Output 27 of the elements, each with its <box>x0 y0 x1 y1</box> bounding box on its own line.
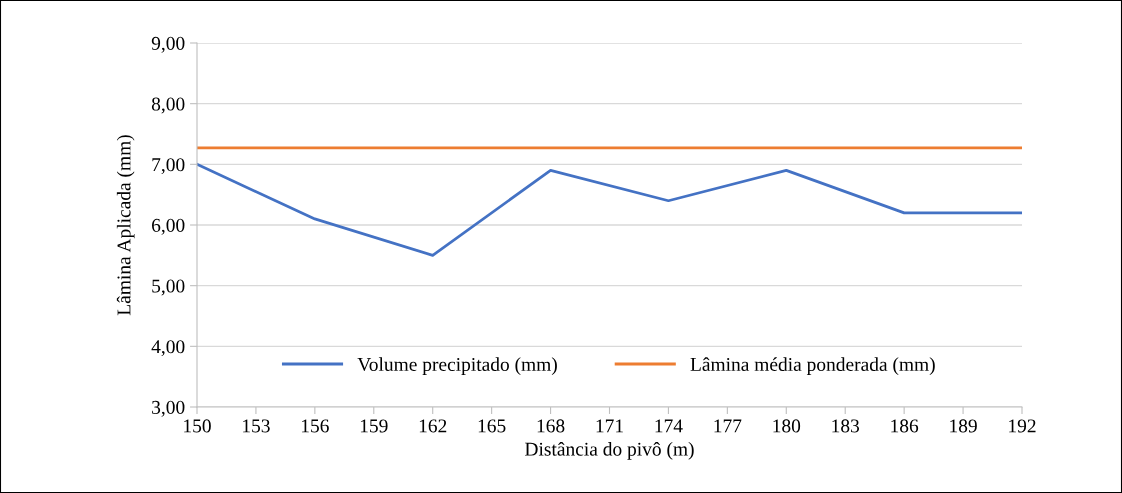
x-tick-label: 162 <box>419 419 447 433</box>
x-tick-label: 186 <box>891 419 919 433</box>
x-tick-label: 153 <box>243 419 270 433</box>
y-tick-label: 9,00 <box>151 36 185 53</box>
legend-label: Lâmina média ponderada (mm) <box>690 357 935 375</box>
x-tick-label: 150 <box>184 419 211 433</box>
x-tick-label: 177 <box>714 419 742 433</box>
x-tick-label: 171 <box>596 419 623 433</box>
y-axis-title: Lâmina Aplicada (mm) <box>116 135 135 316</box>
y-tick-label: 5,00 <box>152 279 185 296</box>
line-series <box>197 162 1022 257</box>
x-tick-label: 180 <box>773 419 801 433</box>
legend-label: Volume precipitado (mm) <box>357 357 557 375</box>
y-tick-label: 6,00 <box>152 218 185 235</box>
y-tick-label: 8,00 <box>151 97 185 114</box>
x-tick-label: 168 <box>537 419 565 433</box>
x-tick-label: 183 <box>832 419 860 433</box>
x-axis-title: Distância do pivô (m) <box>525 441 694 460</box>
x-tick-label: 189 <box>950 419 977 433</box>
y-tick-label: 4,00 <box>151 340 185 357</box>
x-tick-label: 159 <box>360 419 388 433</box>
x-tick-label: 165 <box>478 419 506 433</box>
x-tick-label: 156 <box>301 419 329 433</box>
x-tick-label: 174 <box>655 419 683 433</box>
y-tick-label: 7,00 <box>152 158 185 175</box>
x-tick-label: 192 <box>1009 419 1036 433</box>
y-tick-label: 3,00 <box>152 400 185 417</box>
